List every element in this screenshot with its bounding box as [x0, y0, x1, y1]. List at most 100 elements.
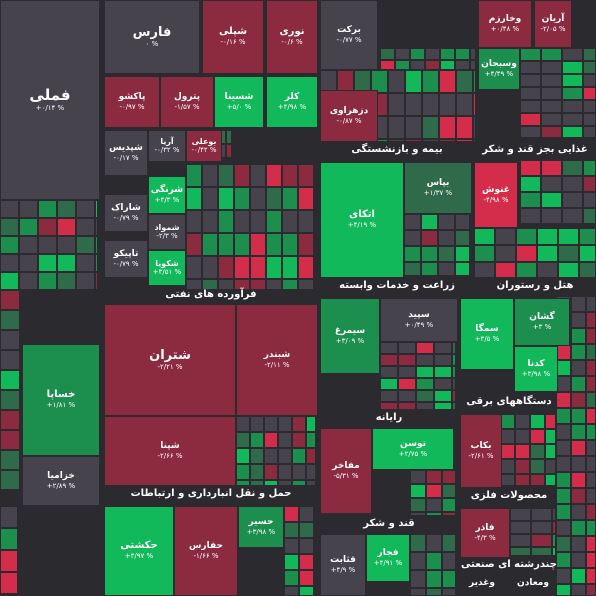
stock-name: خزامیا	[47, 471, 75, 482]
stock-tile[interactable]: شکویا +۳/۵۱ %	[148, 250, 186, 286]
filler-tile	[541, 61, 562, 74]
filler-tile	[0, 470, 20, 490]
filler-tile	[586, 504, 596, 520]
filler-tile	[456, 116, 473, 139]
filler-tile	[410, 48, 425, 60]
filler-tile	[556, 488, 571, 504]
filler-tile	[76, 254, 95, 272]
filler-tile	[250, 187, 266, 210]
stock-tile[interactable]: گشان +۳ %	[514, 298, 570, 346]
filler-tile	[250, 233, 266, 256]
filler-tile	[0, 330, 20, 350]
stock-tile[interactable]: خزامیا +۲/۸۹ %	[22, 456, 100, 506]
sector-label: دستگاههای برقی	[466, 396, 552, 407]
stock-tile[interactable]: وخارزم +۰/۴۸ %	[478, 0, 532, 48]
stock-name: سیمرغ	[334, 326, 366, 337]
stock-change: -۰/۱۶ %	[220, 38, 246, 47]
stock-tile[interactable]: شپنا -۲/۶۶ %	[104, 416, 236, 486]
filler-tile	[520, 208, 541, 224]
filler-tile	[410, 534, 426, 552]
filler-tile	[314, 586, 316, 596]
stock-change: +۰/۴۹ %	[404, 320, 434, 329]
stock-change: -۱/۶۶ %	[193, 551, 219, 560]
filler-tile	[495, 245, 516, 262]
stock-tile[interactable]: وسبحان +۴/۴۹ %	[478, 48, 520, 90]
stock-tile[interactable]: فجار +۴/۹۱ %	[366, 534, 410, 582]
stock-tile[interactable]: غنوش -۴/۹۸ %	[474, 162, 518, 228]
stock-tile[interactable]: پاکشو -۰/۹۷ %	[104, 76, 160, 128]
stock-tile[interactable]: شرنگی +۴/۳ %	[148, 176, 186, 214]
filler-tile	[583, 61, 596, 74]
stock-tile[interactable]: شپدیس -۰/۱۷ %	[104, 130, 148, 176]
stock-tile[interactable]: فاذر -۴/۳ %	[460, 508, 510, 558]
filler-tile	[292, 480, 306, 486]
filler-tile	[562, 176, 583, 192]
filler-tile	[282, 233, 298, 256]
filler-tile	[278, 448, 292, 464]
filler-tile	[473, 139, 476, 142]
stock-tile[interactable]: دزهراوی -۰/۸۷ %	[320, 90, 378, 142]
stock-tile[interactable]: اتکای +۴/۱۹ %	[320, 162, 404, 278]
stock-tile[interactable]: کدنا +۳/۹۸ %	[514, 346, 558, 392]
filler-tile	[531, 534, 552, 547]
filler-tile	[282, 187, 298, 210]
filler-tile	[586, 424, 596, 440]
stock-name: نوری	[279, 26, 305, 38]
stock-tile[interactable]: بپاس +۱/۳۷ %	[404, 162, 472, 214]
filler-tile	[541, 87, 562, 100]
stock-tile[interactable]: حسیر +۳/۹۸ %	[238, 506, 284, 548]
filler-tile	[571, 536, 586, 552]
stock-tile[interactable]: توسن +۲/۷۵ %	[372, 428, 454, 470]
stock-tile[interactable]: شپلی -۰/۱۶ %	[202, 0, 264, 74]
stock-tile[interactable]: مفاخر -۵/۳۱ %	[320, 428, 372, 514]
stock-tile[interactable]: بکاب -۲/۶۱ %	[460, 414, 502, 488]
stock-tile[interactable]: برکت -۰/۷۷ %	[320, 0, 378, 70]
stock-tile[interactable]: شسینا +۵/۰ %	[214, 76, 264, 128]
filler-tile	[186, 233, 202, 256]
stock-tile[interactable]: فملی +۰/۱۴ %	[0, 0, 100, 200]
stock-change: -۰/۸۷ %	[336, 116, 362, 125]
stock-tile[interactable]: فارس ۰ %	[104, 0, 200, 74]
stock-tile[interactable]: آریان -۲/۰۵ %	[534, 0, 572, 48]
stock-tile[interactable]: سیمرغ +۳/۰۹ %	[320, 298, 380, 374]
filler-tile	[434, 390, 452, 402]
stock-change: -۲/۱۱ %	[264, 360, 290, 369]
filler-tile	[583, 113, 596, 126]
filler-tile	[474, 245, 495, 262]
stock-tile[interactable]: شمواد -۲/۳ %	[148, 214, 186, 250]
stock-tile[interactable]: سپید +۰/۴۹ %	[380, 298, 458, 342]
stock-tile[interactable]: آریا -۰/۳۲ %	[148, 130, 186, 162]
stock-tile[interactable]: کلر +۴/۹۸ %	[266, 76, 318, 128]
filler-tile	[395, 48, 410, 60]
filler-tile	[292, 464, 306, 480]
stock-tile[interactable]: حفارس -۱/۶۶ %	[174, 506, 238, 596]
filler-tile	[410, 498, 426, 512]
filler-tile	[510, 508, 531, 521]
stock-tile[interactable]: پترول -۱/۵۷ %	[160, 76, 214, 128]
filler-tile	[95, 218, 98, 236]
stock-tile[interactable]: قثابت +۴/۹ %	[320, 534, 366, 596]
stock-tile[interactable]: نوری -۰/۶ %	[266, 0, 318, 74]
filler-tile	[299, 554, 314, 570]
filler-tile	[426, 498, 442, 512]
filler-tile	[571, 360, 586, 376]
filler-tile	[416, 354, 434, 366]
filler-tile	[579, 262, 596, 278]
stock-tile[interactable]: حکشتی +۴/۹۷ %	[104, 506, 174, 596]
stock-tile[interactable]: شبندر -۲/۱۱ %	[236, 304, 318, 416]
stock-tile[interactable]: شاراک -۰/۷۹ %	[104, 194, 148, 232]
filler-tile	[442, 512, 456, 516]
stock-tile[interactable]: شتران -۲/۲۱ %	[104, 304, 236, 416]
filler-tile	[250, 256, 266, 279]
filler-tile	[530, 459, 545, 474]
stock-name: شسینا	[224, 92, 254, 103]
filler-tile	[306, 448, 316, 464]
stock-tile[interactable]: تاپیکو -۰/۷۹ %	[104, 240, 148, 278]
stock-tile[interactable]: سمگا +۳/۵ %	[460, 298, 514, 370]
filler-tile	[545, 429, 556, 444]
filler-tile	[434, 402, 452, 410]
filler-tile	[405, 93, 422, 116]
stock-tile[interactable]: خساپا +۱/۸۱ %	[22, 344, 100, 456]
stock-tile[interactable]: بوعلی -۰/۴۲ %	[186, 130, 222, 162]
filler-tile	[586, 328, 596, 344]
